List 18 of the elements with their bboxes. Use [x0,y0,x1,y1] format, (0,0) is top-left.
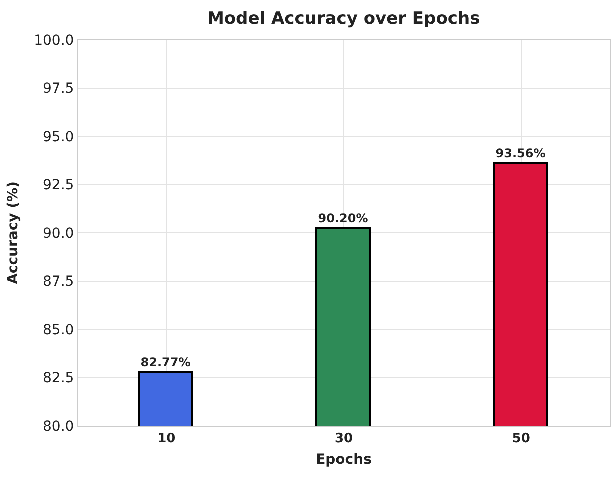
y-tick-label: 95.0 [43,129,74,146]
y-tick-label: 92.5 [43,178,74,194]
y-tick-label: 97.5 [43,81,74,98]
x-tick-label: 30 [334,432,354,447]
chart-title: Model Accuracy over Epochs [207,8,480,29]
data-label: 93.56% [496,146,546,160]
y-tick-label: 90.0 [43,226,74,242]
data-label: 90.20% [318,211,368,226]
x-tick-label: 10 [158,432,176,447]
x-tick-label: 50 [512,432,530,447]
y-tick-label: 100.0 [34,32,74,49]
y-tick-label: 85.0 [43,322,74,338]
y-tick-label: 82.5 [43,370,74,387]
y-axis-title: Accuracy (%) [6,182,22,284]
data-label: 82.77% [140,355,191,370]
y-tick-label: 87.5 [43,274,74,290]
y-tick-label: 80.0 [43,418,74,435]
x-axis-title: Epochs [316,452,372,468]
